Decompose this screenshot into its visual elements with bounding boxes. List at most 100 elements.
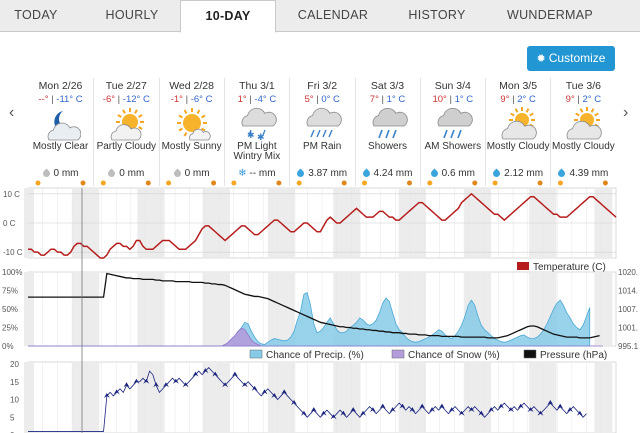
day-condition: AM Showers [424, 141, 482, 152]
day-date: Sun 3/4 [434, 80, 471, 92]
day-date: Sat 3/3 [370, 80, 405, 92]
night-shade [202, 362, 221, 433]
scroll-left-arrow-icon[interactable]: ‹ [9, 104, 15, 121]
forecast-day[interactable]: Fri 3/2 5° | 0° C PM Rain 3.87 mm [289, 78, 354, 186]
forecast-day[interactable]: Sun 3/4 10° | 1° C AM Showers 0.6 mm [419, 78, 485, 186]
day-condition: Partly Cloudy [96, 141, 157, 152]
mostly-cloudy-icon [566, 107, 603, 140]
precip-tick-label: 75% [2, 287, 18, 296]
precip-tick-label: 100% [2, 268, 22, 277]
day-precip-amount: 0 mm [53, 168, 79, 179]
night-shade [72, 272, 90, 346]
night-shade [154, 188, 165, 258]
day-precip-amount: 0 mm [184, 168, 210, 179]
wind-direction-marker [369, 407, 376, 413]
day-low: -11° C [56, 94, 83, 105]
forecast-day[interactable]: Sat 3/3 7° | 1° C Showers 4.24 mm [354, 78, 420, 186]
wind-direction-marker [409, 407, 416, 413]
day-precip: 2.12 mm [486, 168, 550, 179]
wind-direction-marker [429, 407, 436, 413]
night-shade [24, 272, 34, 346]
night-shade [546, 272, 557, 346]
day-high: 9° [500, 94, 510, 105]
tab-hourly[interactable]: HOURLY [105, 8, 159, 22]
night-shade [546, 188, 557, 258]
night-shade [154, 362, 165, 433]
day-date: Tue 2/27 [105, 80, 147, 92]
day-condition: Mostly Cloudy [486, 141, 550, 152]
day-date: Tue 3/6 [565, 80, 601, 92]
day-high: 5° [304, 94, 314, 105]
day-temps: 7° | 1° C [369, 94, 406, 105]
day-temps: 10° | 1° C [432, 94, 474, 105]
wind-direction-marker [537, 410, 544, 416]
day-temps: 1° | -4° C [237, 94, 277, 105]
wind-direction-marker [133, 378, 140, 384]
night-shade [219, 362, 230, 433]
pressure-tick-label: 1014. [618, 287, 638, 296]
day-low: 0° C [321, 94, 340, 105]
night-shade [219, 188, 230, 258]
day-high: -6° [102, 94, 116, 105]
tab-10-day[interactable]: 10-DAY [180, 0, 276, 33]
mostly-cloudy-icon [501, 107, 537, 140]
night-shade [137, 188, 156, 258]
night-shade [398, 272, 417, 346]
wind-direction-marker [172, 378, 179, 384]
wind-line [28, 366, 587, 432]
forecast-day[interactable]: Thu 3/1 1° | -4° C ✱ ✱ PM Light Wintry Mi… [223, 78, 289, 186]
wind-direction-marker [231, 371, 238, 377]
partly-cloudy-icon [111, 108, 145, 141]
day-precip: 3.87 mm [290, 168, 354, 179]
raindrop-icon [556, 168, 567, 179]
wind-tick-label: 20 [10, 360, 19, 369]
wind-direction-marker [458, 410, 465, 416]
scroll-right-arrow-icon[interactable]: › [623, 104, 629, 121]
forecast-day[interactable]: Mon 3/5 9° | 2° C Mostly Cloudy 2.12 mm [485, 78, 550, 186]
night-shade [202, 188, 221, 258]
day-precip: 0 mm [28, 168, 93, 179]
wind-direction-marker [103, 392, 110, 398]
wind-tick-label: 5 [10, 413, 15, 422]
customize-button[interactable]: ✹ Customize [527, 46, 615, 71]
forecast-day[interactable]: Wed 2/28 -1° | -6° C Mostly Sunny 0 mm [158, 78, 224, 186]
tab-today[interactable]: TODAY [14, 8, 58, 22]
wind-direction-marker [271, 392, 278, 398]
forecast-day[interactable]: Tue 2/27 -6° | -12° C Partly Cloudy 0 mm [93, 78, 158, 186]
temperature-legend-label: Temperature (C) [533, 262, 606, 273]
snow-rain-icon: ✱ ✱ [241, 107, 277, 142]
night-shade [137, 272, 156, 346]
forecast-day[interactable]: Mon 2/26 --° | -11° C Mostly Clear 0 mm [28, 78, 93, 186]
day-condition: Mostly Cloudy [551, 141, 615, 152]
forecast-day[interactable]: Tue 3/6 9° | 2° C Mostly Cloudy 4.39 mm [550, 78, 615, 186]
showers-icon [437, 107, 473, 139]
wind-direction-marker [291, 400, 298, 406]
day-low: 2° C [517, 94, 536, 105]
day-high: 7° [369, 94, 379, 105]
tab-wundermap[interactable]: WUNDERMAP [506, 8, 594, 22]
tab-calendar[interactable]: CALENDAR [297, 8, 369, 22]
wind-tick-label: 15 [10, 378, 19, 387]
day-temps: --° | -11° C [38, 94, 83, 105]
chart-panel [27, 361, 617, 433]
day-high: --° [38, 94, 49, 105]
day-temps: 9° | 2° C [500, 94, 536, 105]
wind-direction-marker [300, 410, 307, 416]
wind-direction-marker [350, 407, 357, 413]
day-precip-amount: 2.12 mm [504, 168, 544, 179]
day-date: Mon 3/5 [499, 80, 538, 92]
day-low: 1° C [454, 94, 474, 105]
raindrop-icon [172, 168, 183, 179]
day-low: -6° C [190, 94, 213, 105]
pressure-tick-label: 995.1 [618, 342, 639, 351]
wind-direction-marker [557, 403, 564, 409]
wind-direction-marker [182, 382, 189, 388]
night-shade [89, 362, 100, 433]
pressure-tick-label: 1020. [618, 268, 638, 277]
chart-panel [27, 187, 617, 259]
day-date: Mon 2/26 [38, 80, 83, 92]
night-shade [398, 188, 417, 258]
tab-history[interactable]: HISTORY [408, 8, 466, 22]
night-shade [72, 362, 90, 433]
wind-direction-marker [330, 414, 337, 420]
